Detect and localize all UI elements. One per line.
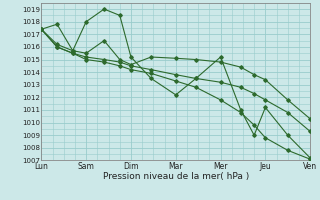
X-axis label: Pression niveau de la mer( hPa ): Pression niveau de la mer( hPa ) <box>103 172 249 181</box>
